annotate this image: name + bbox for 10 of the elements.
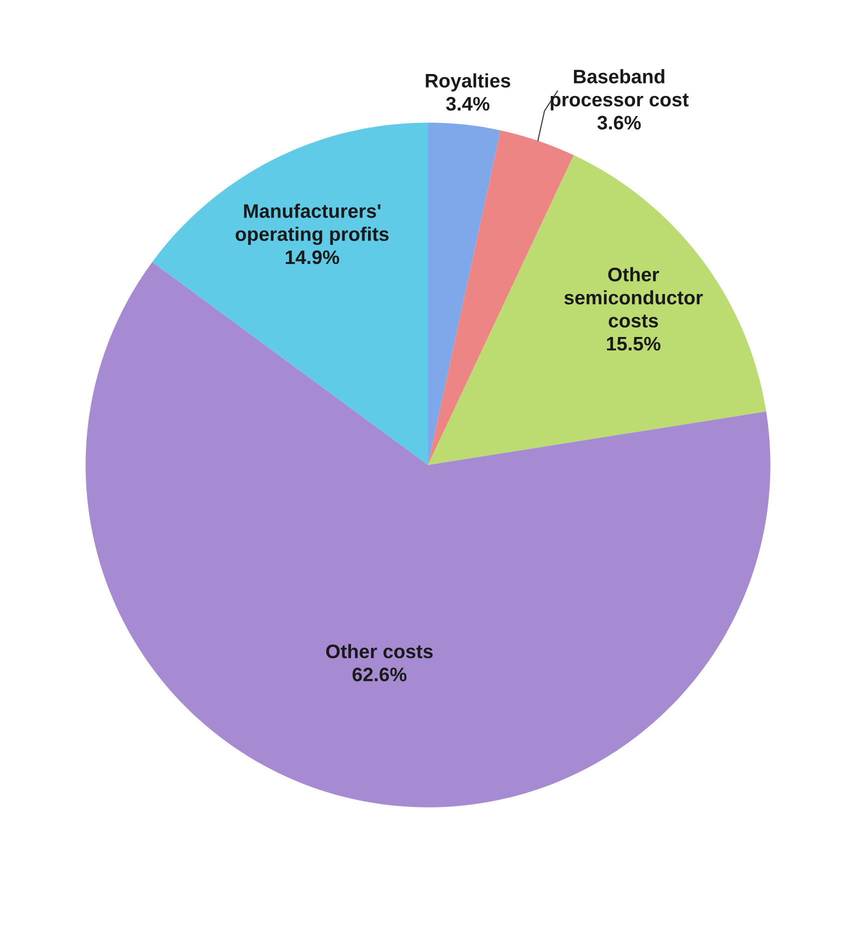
slice-label: Other semiconductor costs [564, 267, 703, 328]
data-label: 3.4% [446, 96, 490, 111]
data-label: 15.5% [607, 336, 660, 351]
data-label: 3.6% [597, 116, 641, 130]
slice-label: Baseband processor cost [550, 69, 689, 110]
data-label: 62.6% [352, 668, 406, 682]
data-label: 14.9% [286, 250, 340, 264]
slice-label: Other costs [326, 644, 433, 658]
slice-label: Royalties [426, 73, 510, 92]
slice-label: Manufacturers' operating profits [236, 204, 389, 245]
